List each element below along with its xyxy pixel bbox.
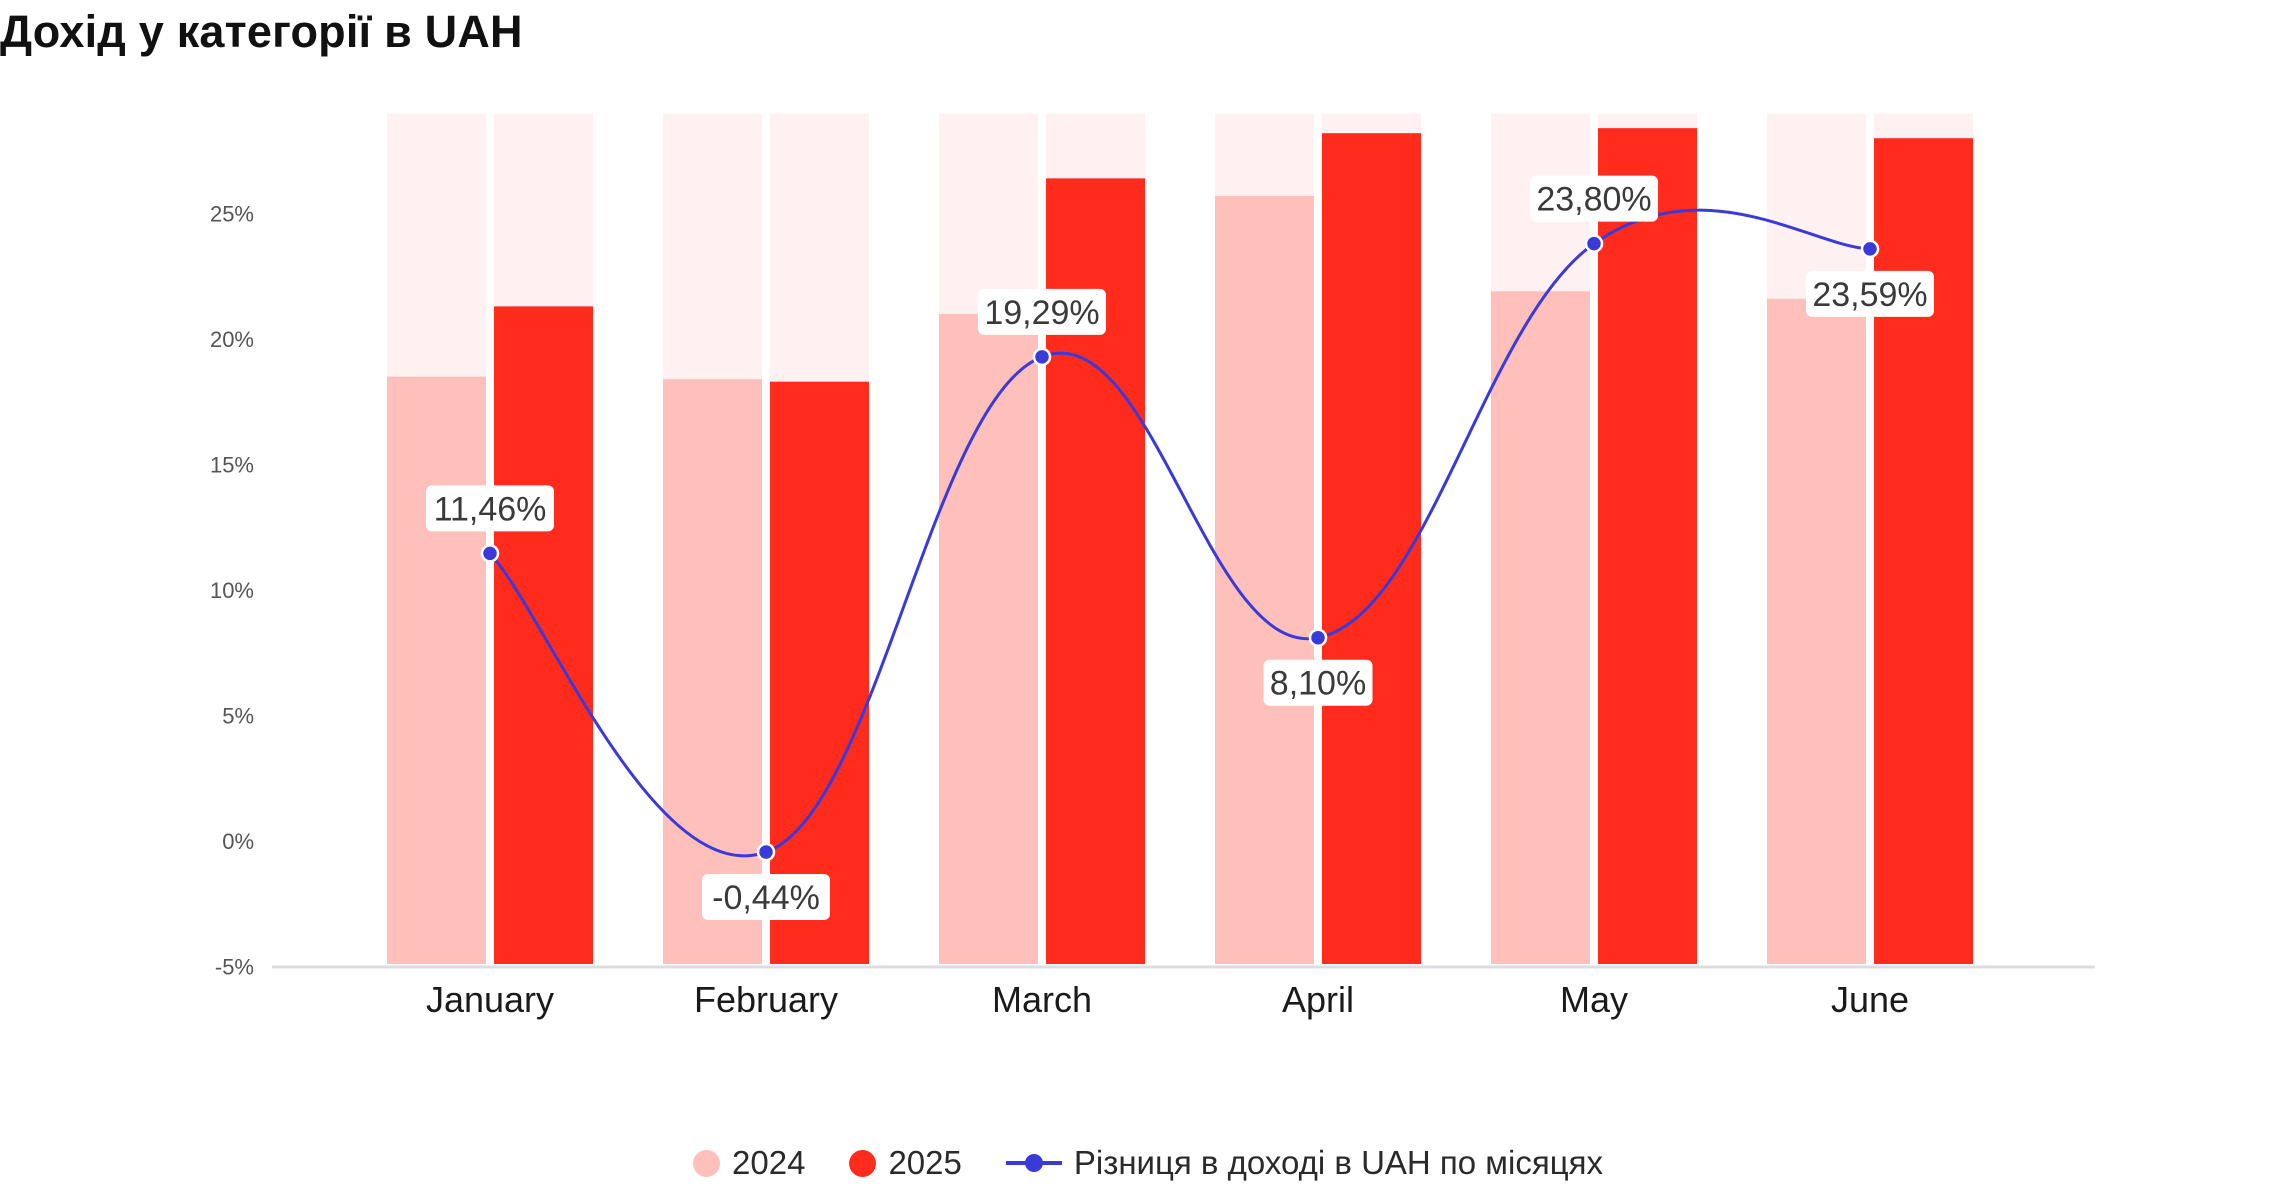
bar-2024 [387, 376, 486, 964]
legend-2024-label: 2024 [732, 1144, 806, 1181]
bars-2024 [387, 195, 1866, 965]
bar-2025 [770, 381, 869, 964]
bar-2025 [1322, 133, 1421, 964]
legend-difference-label: Різниця в доході в UAH по місяцях [1073, 1144, 1603, 1181]
y-tick-label: -5% [215, 955, 254, 980]
y-tick-label: 15% [210, 453, 254, 478]
data-label: 11,46% [426, 485, 554, 532]
x-tick-label: March [992, 979, 1092, 1020]
data-label-box [702, 874, 830, 921]
data-label-box [1263, 659, 1373, 706]
data-label: 23,59% [1806, 270, 1934, 317]
y-tick-label: 5% [222, 704, 254, 729]
y-tick-label: 25% [210, 202, 254, 227]
background-bars [387, 113, 1973, 965]
data-label-box [978, 288, 1106, 335]
data-label: 19,29% [978, 288, 1106, 335]
legend-2025-marker-icon [849, 1149, 877, 1177]
difference-point [1584, 234, 1604, 253]
difference-line-series [480, 208, 1880, 862]
legend-2024-marker-icon [693, 1149, 721, 1177]
difference-point [756, 842, 776, 862]
x-tick-label: May [1560, 979, 1628, 1020]
bar-2024 [1767, 298, 1866, 965]
y-axis: -5% 0% 5% 10% 15% 20% 25% [210, 202, 254, 980]
data-label: -0,44% [702, 874, 830, 921]
y-tick-label: 10% [210, 578, 254, 603]
x-axis: January February March April May June [426, 979, 1909, 1020]
x-tick-label: April [1282, 979, 1354, 1020]
data-label-text: 11,46% [434, 490, 547, 528]
legend-item-difference[interactable]: Різниця в доході в UAH по місяцях [1005, 1144, 1603, 1182]
data-labels: 11,46% -0,44% 19,29% 8,10% 23,80% 23,59% [426, 175, 1934, 921]
data-label-box [1806, 270, 1934, 317]
y-tick-label: 0% [222, 829, 254, 854]
bar-2024 [939, 313, 1038, 964]
y-tick-label: 20% [210, 327, 254, 352]
data-label: 23,80% [1530, 175, 1658, 222]
difference-point [1308, 628, 1328, 647]
x-tick-label: January [426, 979, 554, 1020]
data-label-text: 23,80% [1536, 181, 1651, 219]
data-label-text: 23,59% [1812, 276, 1927, 314]
data-label: 8,10% [1263, 659, 1373, 706]
legend-item-2024[interactable]: 2024 [693, 1144, 805, 1182]
x-tick-label: February [694, 979, 838, 1020]
chart-title: Дохід у категорії в UAH [0, 6, 523, 57]
difference-point [1860, 239, 1880, 259]
difference-point [1032, 347, 1052, 367]
data-label-text: 8,10% [1270, 665, 1366, 703]
x-tick-label: June [1831, 979, 1909, 1020]
bar-2025 [1598, 128, 1697, 964]
legend-line-marker-icon [1005, 1150, 1062, 1176]
data-label-text: 19,29% [984, 294, 1099, 332]
legend-2025-label: 2025 [888, 1144, 962, 1181]
data-label-box [426, 485, 554, 532]
bar-2024 [1491, 291, 1590, 964]
bar-2025 [1874, 138, 1973, 964]
data-label-text: -0,44% [712, 879, 820, 917]
legend: 2024 2025 Різниця в доході в UAH по міся… [0, 1135, 2296, 1191]
difference-point [480, 544, 500, 563]
data-label-box [1530, 175, 1658, 222]
legend-item-2025[interactable]: 2025 [849, 1144, 962, 1182]
bar-2024 [663, 379, 762, 964]
